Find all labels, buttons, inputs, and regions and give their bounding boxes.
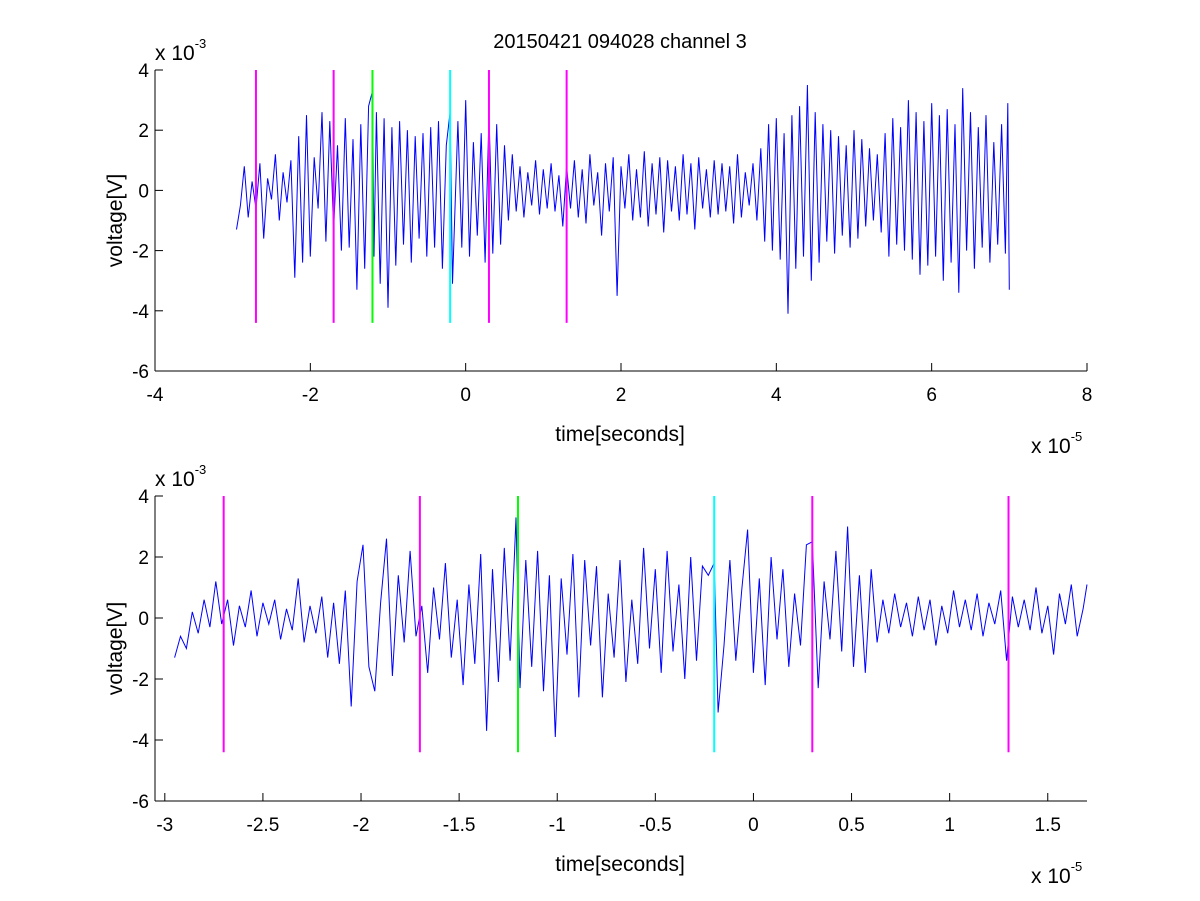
y-tick-label: -6: [132, 362, 149, 383]
x-axis-label: time[seconds]: [555, 423, 685, 446]
x-axis-multiplier: x 10-5: [1031, 429, 1082, 458]
y-tick-label: -6: [132, 792, 149, 813]
x-tick-label: 8: [1082, 385, 1093, 406]
y-axis-multiplier: x 10-3: [155, 36, 206, 65]
x-tick-label: -2.5: [247, 815, 280, 836]
x-multiplier-exponent: -5: [1071, 429, 1083, 444]
x-tick-label: 4: [771, 385, 782, 406]
y-axis-multiplier: x 10-3: [155, 462, 206, 491]
x-tick-label: 1: [944, 815, 955, 836]
x-tick-label: 2: [616, 385, 627, 406]
y-axis-label: voltage[V]: [104, 602, 127, 695]
y-tick-label: 2: [138, 548, 149, 569]
bottom-subplot: -3 -2.5 -2 -1.5 -1 -0.5 0 0.5 1 1.5 -6 -4 -2 0 2 4 time[…: [104, 462, 1088, 888]
x-tick-label: -3: [156, 815, 173, 836]
y-tick-label: -2: [132, 670, 149, 691]
y-tick-label: 0: [138, 609, 149, 630]
x-tick-label: -2: [302, 385, 319, 406]
figure-title: 20150421 094028 channel 3: [493, 31, 747, 53]
y-tick-label: 2: [138, 121, 149, 142]
y-multiplier-base: x 10: [155, 42, 195, 65]
x-multiplier-exponent: -5: [1071, 859, 1083, 874]
y-tick-label: -4: [132, 302, 149, 323]
x-tick-label: 6: [926, 385, 937, 406]
x-tick-label: -1.5: [443, 815, 476, 836]
x-axis-label: time[seconds]: [555, 853, 685, 876]
x-tick-label: -1: [549, 815, 566, 836]
x-axis-multiplier: x 10-5: [1031, 859, 1082, 888]
y-tick-label: 0: [138, 181, 149, 202]
x-multiplier-base: x 10: [1031, 865, 1071, 888]
y-tick-label: 4: [138, 61, 149, 82]
x-tick-label: -2: [353, 815, 370, 836]
x-tick-label: 0.5: [838, 815, 864, 836]
x-tick-label: -0.5: [639, 815, 672, 836]
signal-trace: [236, 84, 1010, 314]
x-multiplier-base: x 10: [1031, 435, 1071, 458]
y-tick-label: -2: [132, 242, 149, 263]
y-axis-label: voltage[V]: [104, 174, 127, 267]
y-tick-label: 4: [138, 487, 149, 508]
top-subplot: -4 -2 0 2 4 6 8-6-4-2024time[seconds]voltage[V…: [104, 36, 1092, 458]
y-multiplier-exponent: -3: [195, 36, 207, 51]
x-tick-label: 0: [460, 385, 471, 406]
x-tick-label: 1.5: [1035, 815, 1061, 836]
x-tick-label: 0: [748, 815, 759, 836]
y-multiplier-base: x 10: [155, 468, 195, 491]
y-tick-label: -4: [132, 731, 149, 752]
y-multiplier-exponent: -3: [195, 462, 207, 477]
signal-trace: [174, 517, 1088, 738]
x-tick-label: -4: [147, 385, 164, 406]
